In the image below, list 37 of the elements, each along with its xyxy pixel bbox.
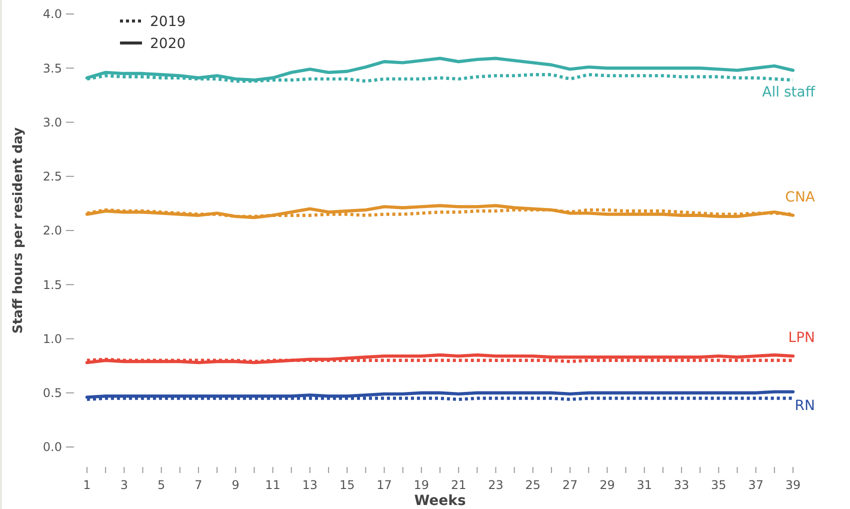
x-tick-label: 39 [785, 478, 801, 492]
x-tick-label: 23 [488, 478, 504, 492]
series-label: CNA [785, 189, 816, 206]
y-tick-label: 0.5 [42, 386, 62, 400]
x-tick-label: 33 [674, 478, 690, 492]
series-label: LPN [788, 330, 815, 346]
y-tick-label: 2.5 [42, 170, 62, 184]
annotation: 2019 [150, 14, 186, 30]
x-tick-label: 21 [450, 478, 466, 492]
y-tick-label: 0.0 [42, 440, 62, 454]
x-tick-label: 1 [83, 478, 91, 492]
y-axis-title: Staff hours per resident day [11, 126, 26, 334]
x-tick-label: 5 [157, 478, 166, 492]
x-tick-label: 3 [120, 478, 128, 492]
y-tick-label: 1.0 [42, 332, 62, 346]
x-tick-label: 25 [525, 478, 541, 492]
series-label: All staff [762, 84, 816, 100]
series-label: RN [794, 398, 815, 414]
y-tick-label: 2.0 [42, 224, 62, 238]
x-tick-label: 7 [194, 478, 202, 492]
x-tick-label: 37 [748, 478, 764, 492]
x-tick-label: 15 [339, 478, 355, 492]
x-tick-label: 17 [376, 478, 392, 492]
x-tick-label: 13 [302, 478, 318, 492]
annotation: 2020 [150, 36, 186, 52]
x-tick-label: 19 [414, 478, 430, 492]
x-tick-label: 29 [600, 478, 615, 492]
x-axis-title: Weeks [414, 493, 466, 509]
x-tick-label: 9 [232, 478, 240, 492]
x-tick-label: 27 [562, 478, 578, 492]
y-tick-label: 4.0 [42, 7, 62, 22]
y-tick-label: 3.0 [42, 115, 62, 130]
x-tick-label: 35 [711, 478, 726, 492]
y-tick-label: 1.5 [42, 278, 62, 292]
x-tick-label: 31 [636, 478, 652, 492]
x-tick-label: 11 [265, 478, 280, 492]
y-tick-label: 3.5 [42, 61, 62, 76]
